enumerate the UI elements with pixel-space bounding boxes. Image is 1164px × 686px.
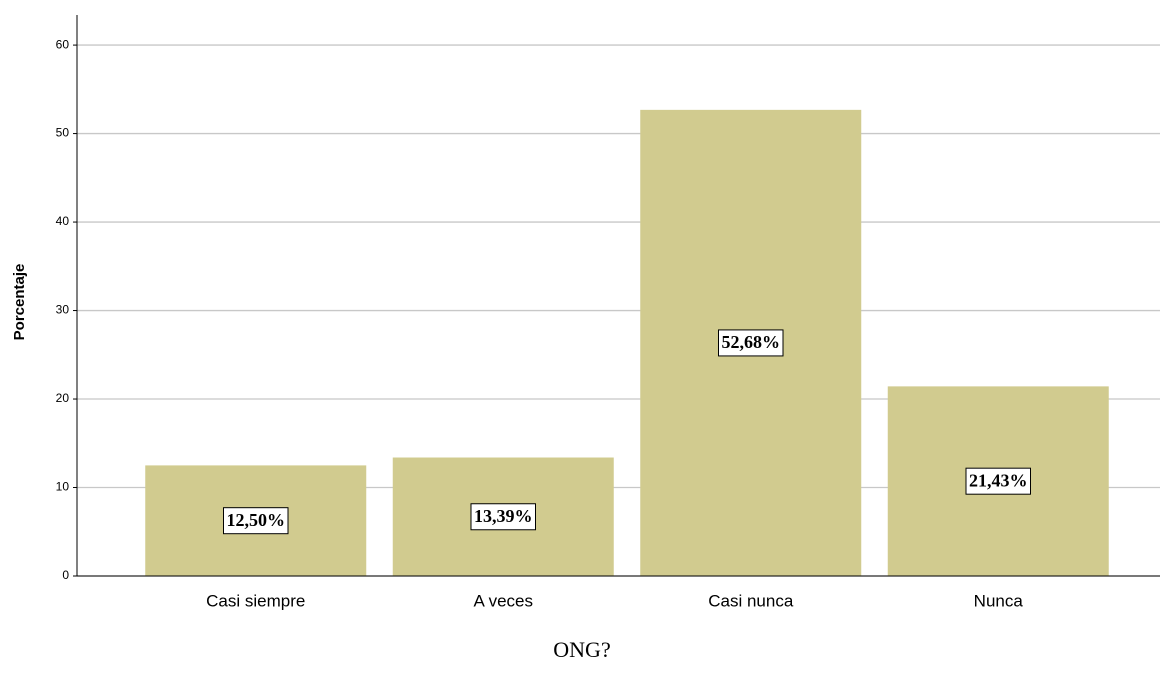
x-axis-title: ONG? <box>553 637 610 662</box>
x-tick-label: A veces <box>473 591 533 610</box>
value-label-box <box>470 503 536 531</box>
x-tick-label: Casi nunca <box>708 591 794 610</box>
value-label-box <box>223 507 289 535</box>
y-tick-label: 30 <box>56 303 70 317</box>
value-label-box <box>965 467 1031 495</box>
y-tick-label: 10 <box>56 480 70 494</box>
value-label: 52,68% <box>722 332 781 352</box>
y-tick-label: 0 <box>62 568 69 582</box>
y-tick-label: 50 <box>56 126 70 140</box>
y-tick-label: 20 <box>56 391 70 405</box>
y-tick-label: 40 <box>56 214 70 228</box>
x-tick-label: Nunca <box>974 591 1024 610</box>
x-tick-label: Casi siempre <box>206 591 305 610</box>
value-label: 13,39% <box>474 506 533 526</box>
y-tick-label: 60 <box>56 37 70 51</box>
value-label: 12,50% <box>227 510 286 530</box>
value-label-box <box>718 329 784 357</box>
y-axis-title: Porcentaje <box>11 264 28 341</box>
value-label: 21,43% <box>969 470 1028 490</box>
